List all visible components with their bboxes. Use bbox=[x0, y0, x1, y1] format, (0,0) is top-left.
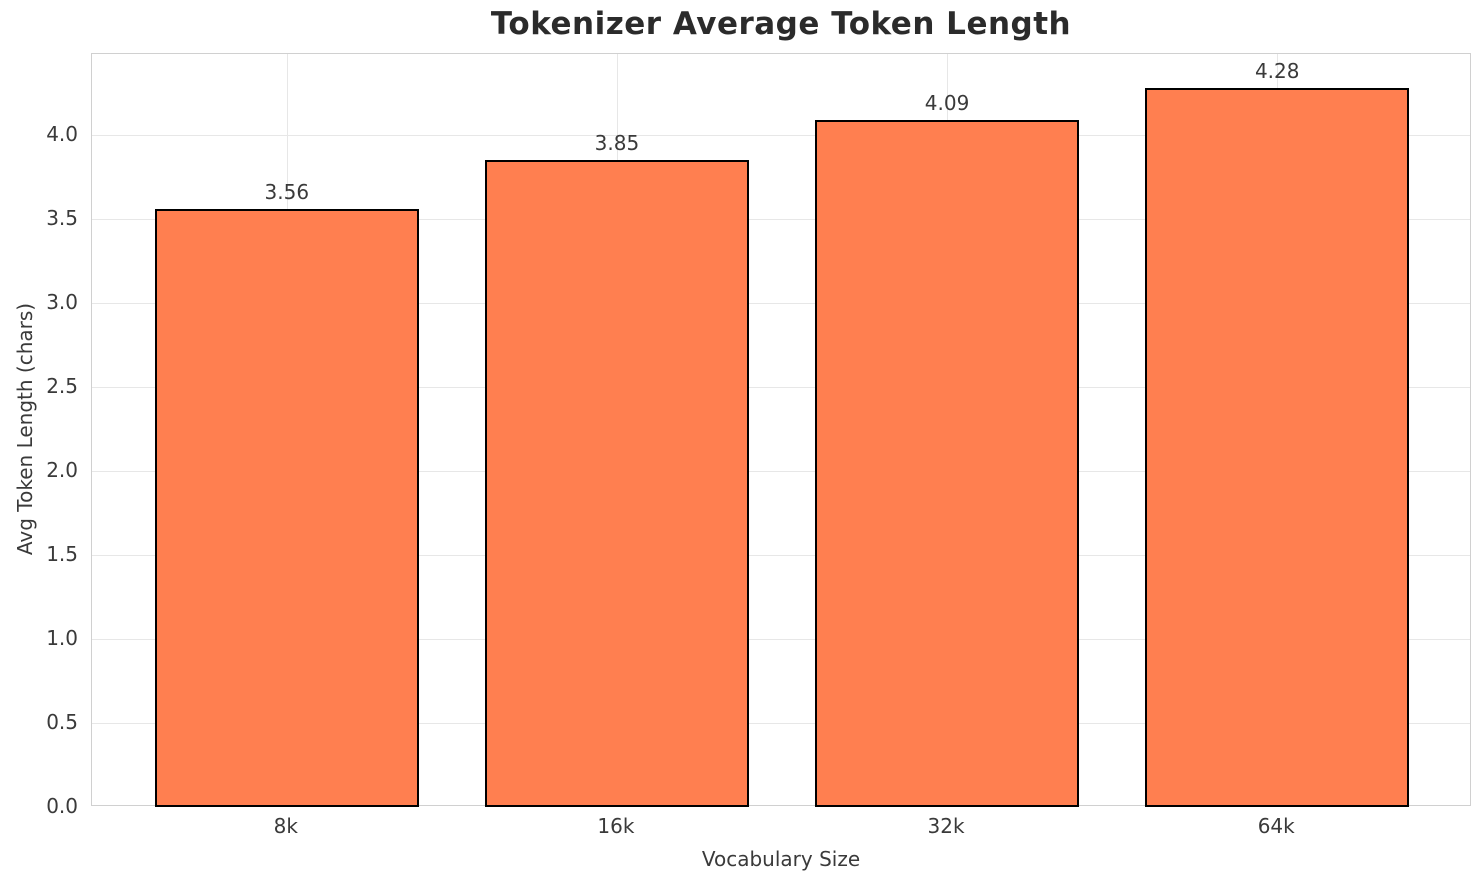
y-axis-label: Avg Token Length (chars) bbox=[13, 302, 37, 556]
bar bbox=[154, 208, 419, 807]
h-gridline bbox=[92, 470, 1470, 472]
chart-title: Tokenizer Average Token Length bbox=[490, 6, 1072, 42]
h-gridline bbox=[92, 722, 1470, 724]
bar-value-label: 3.56 bbox=[264, 179, 310, 204]
y-tick-label: 1.5 bbox=[46, 541, 78, 566]
x-tick-label: 8k bbox=[273, 814, 298, 838]
h-gridline bbox=[92, 554, 1470, 556]
bar-value-label: 4.09 bbox=[924, 90, 970, 115]
x-tick-label: 32k bbox=[927, 814, 965, 838]
bar bbox=[815, 119, 1080, 807]
h-gridline bbox=[92, 134, 1470, 136]
x-tick-label: 16k bbox=[597, 814, 635, 838]
y-tick-label: 4.0 bbox=[46, 121, 78, 146]
y-tick-label: 2.5 bbox=[46, 373, 78, 398]
y-tick-label: 2.0 bbox=[46, 457, 78, 482]
plot-area: 3.56 3.85 4.09 4.28 bbox=[91, 53, 1471, 807]
bar bbox=[1145, 87, 1410, 807]
h-gridline bbox=[92, 302, 1470, 304]
h-gridline bbox=[92, 386, 1470, 388]
x-tick-label: 64k bbox=[1257, 814, 1295, 838]
y-tick-label: 3.5 bbox=[46, 205, 78, 230]
x-axis-label: Vocabulary Size bbox=[701, 847, 861, 871]
h-gridline bbox=[92, 218, 1470, 220]
y-tick-label: 3.0 bbox=[46, 289, 78, 314]
h-gridline bbox=[92, 638, 1470, 640]
bar bbox=[484, 159, 749, 807]
y-tick-label: 0.0 bbox=[46, 794, 78, 818]
y-tick-label: 1.0 bbox=[46, 625, 78, 650]
y-tick-label: 0.5 bbox=[46, 709, 78, 734]
bar-value-label: 4.28 bbox=[1254, 58, 1300, 83]
bar-value-label: 3.85 bbox=[594, 130, 640, 155]
